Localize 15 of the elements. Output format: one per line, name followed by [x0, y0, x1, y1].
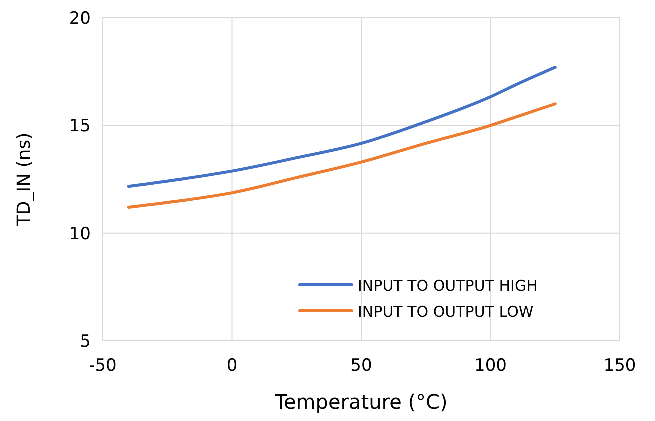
y-axis-title: TD_IN (ns)	[14, 132, 35, 228]
legend-label: INPUT TO OUTPUT HIGH	[358, 277, 538, 295]
line-series	[127, 66, 557, 188]
x-tick-label: 50	[350, 356, 372, 376]
line-series	[127, 102, 557, 209]
y-tick-label: 5	[80, 332, 91, 352]
x-tick-label: 150	[604, 356, 636, 376]
x-tick-label: -50	[89, 356, 117, 376]
legend-label: INPUT TO OUTPUT LOW	[358, 303, 534, 321]
x-axis-title: Temperature (°C)	[274, 390, 448, 414]
y-tick-label: 10	[69, 224, 91, 244]
x-tick-label: 100	[474, 356, 507, 376]
y-tick-label: 15	[69, 116, 91, 137]
x-tick-label: 0	[226, 356, 238, 376]
y-tick-label: 20	[69, 9, 91, 29]
